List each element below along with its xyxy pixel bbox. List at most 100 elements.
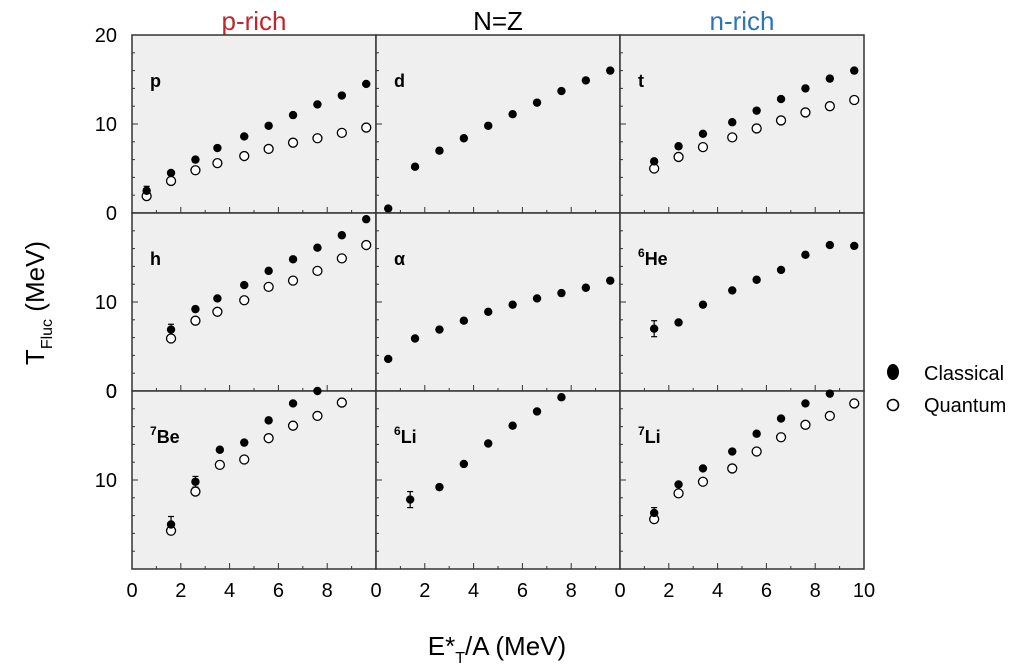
- column-titles: p-rich N=Z n-rich: [221, 6, 774, 36]
- panel-background: [619, 34, 865, 214]
- classical-point: [435, 146, 444, 155]
- panel-7: 6Li: [375, 390, 621, 570]
- panel-background: [375, 212, 621, 392]
- classical-point: [313, 100, 322, 109]
- classical-point: [728, 447, 737, 456]
- panel-0: p: [131, 34, 377, 214]
- classical-point: [532, 407, 542, 416]
- quantum-point: [800, 107, 811, 118]
- quantum-point: [263, 281, 274, 293]
- y-tick-label: 10: [95, 292, 117, 314]
- quantum-point: [190, 315, 201, 326]
- classical-point: [166, 520, 176, 529]
- panel-8: 7Li: [619, 389, 865, 570]
- y-axis-title-subscript: Fluc: [39, 319, 56, 349]
- classical-point: [484, 439, 493, 448]
- classical-point: [459, 316, 469, 325]
- x-tick-label: 0: [370, 580, 381, 602]
- classical-point: [728, 286, 737, 295]
- panel-label-particle: t: [638, 71, 644, 91]
- classical-point: [362, 79, 371, 89]
- x-tick-label: 0: [614, 580, 625, 602]
- quantum-point: [312, 410, 323, 422]
- classical-point: [288, 110, 298, 120]
- classical-point: [264, 416, 273, 425]
- classical-point: [240, 132, 249, 141]
- x-tick-label: 2: [663, 580, 674, 602]
- panel-4: α: [375, 212, 621, 392]
- classical-point: [698, 464, 708, 473]
- classical-point: [435, 482, 444, 492]
- x-tick-label: 4: [712, 580, 723, 602]
- column-title-n-equals-z: N=Z: [473, 6, 523, 36]
- classical-point: [698, 129, 708, 138]
- classical-point: [776, 94, 786, 104]
- y-tick-label: 10: [95, 114, 117, 136]
- quantum-point: [312, 265, 323, 277]
- legend-label-classical: Classical: [924, 363, 1004, 385]
- panel-background: [619, 390, 865, 570]
- classical-point: [288, 255, 298, 264]
- y-tick-label: 0: [106, 381, 117, 403]
- quantum-point: [287, 137, 299, 148]
- classical-point: [649, 324, 659, 333]
- quantum-point: [697, 141, 709, 153]
- classical-point: [405, 495, 415, 504]
- quantum-point: [212, 158, 223, 169]
- panel-label: 7Li: [638, 424, 661, 447]
- quantum-point: [239, 454, 250, 465]
- panel-label-element: Be: [157, 427, 180, 447]
- classical-point: [557, 393, 566, 402]
- quantum-point: [849, 94, 860, 106]
- quantum-point: [287, 275, 299, 286]
- classical-point: [191, 155, 200, 164]
- classical-point: [850, 241, 859, 251]
- panel-background: [131, 34, 377, 214]
- classical-point: [508, 300, 517, 309]
- classical-point: [752, 275, 761, 284]
- x-axis-title-unit: /A (MeV): [465, 631, 566, 661]
- quantum-point: [190, 486, 201, 497]
- legend-marker-classical: [887, 364, 899, 380]
- classical-point: [484, 121, 493, 130]
- classical-point: [606, 66, 615, 75]
- panel-3: h: [131, 212, 377, 392]
- classical-point: [337, 91, 347, 100]
- classical-point: [213, 294, 222, 303]
- panel-label-mass-number: 6: [394, 424, 401, 438]
- quantum-point: [214, 459, 225, 471]
- y-tick-label: 10: [95, 470, 117, 492]
- classical-point: [459, 459, 469, 469]
- quantum-point: [800, 419, 811, 430]
- classical-point: [850, 66, 859, 75]
- classical-point: [264, 266, 273, 276]
- classical-point: [213, 143, 222, 153]
- panel-label-element: He: [645, 249, 668, 269]
- panel-grid: p d t h α 6 He 7Be 6Li 7Li: [131, 34, 865, 570]
- classical-point: [776, 414, 786, 423]
- y-axis-title: TFluc (MeV): [20, 241, 56, 365]
- quantum-point: [361, 239, 372, 251]
- classical-point: [384, 204, 393, 213]
- quantum-point: [751, 123, 762, 134]
- classical-point: [410, 334, 420, 343]
- classical-point: [581, 283, 591, 292]
- panel-label-element: Li: [401, 427, 417, 447]
- x-tick-label: 8: [810, 580, 821, 602]
- panel-label: p: [150, 71, 161, 91]
- quantum-point: [824, 101, 835, 112]
- quantum-point: [263, 433, 274, 444]
- classical-point: [674, 142, 683, 151]
- quantum-point: [239, 150, 250, 162]
- panel-label: 7Be: [150, 424, 180, 447]
- panel-1: d: [375, 34, 621, 214]
- panel-label: α: [394, 249, 405, 269]
- x-tick-label: 4: [468, 580, 479, 602]
- quantum-point: [336, 127, 347, 139]
- quantum-point: [727, 463, 738, 474]
- quantum-point: [775, 432, 787, 443]
- classical-point: [557, 86, 566, 96]
- panel-2: t: [619, 34, 865, 214]
